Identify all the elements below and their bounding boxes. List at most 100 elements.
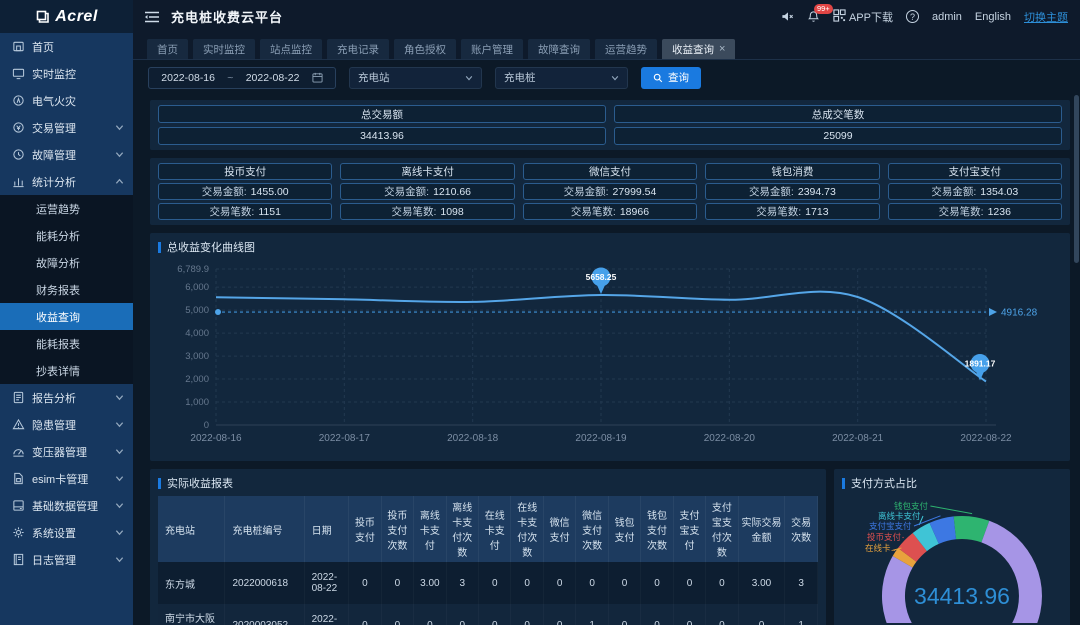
tab-label: 角色授权 [404, 43, 446, 56]
sidebar-item-统计分析[interactable]: 统计分析 [0, 168, 133, 195]
sim-icon [12, 472, 25, 485]
svg-text:2022-08-22: 2022-08-22 [960, 433, 1012, 444]
table-header-row: 充电站 充电桩编号 日期 投币支付 投币支付次数 离线卡支付 离线卡支付次数 在线卡支付 在线卡… [158, 496, 818, 562]
tab-label: 收益查询 [672, 43, 714, 56]
help-icon[interactable]: ? [905, 10, 919, 23]
sidebar-nav: 首页 实时监控电气火灾交易管理故障管理统计分析运营趋势能耗分析故障分析财务报表收益… [0, 33, 133, 573]
tab-label: 首页 [157, 43, 178, 56]
donut-slice-投币支付 [898, 533, 927, 562]
sidebar-item-电气火灾[interactable]: 电气火灾 [0, 87, 133, 114]
sidebar-item-系统设置[interactable]: 系统设置 [0, 519, 133, 546]
date-range-picker[interactable]: 2022-08-16 ~ 2022-08-22 [148, 66, 336, 89]
sidebar-subitem-能耗报表[interactable]: 能耗报表 [36, 338, 80, 351]
sidebar-item-交易管理[interactable]: 交易管理 [0, 114, 133, 141]
home-icon [12, 40, 25, 53]
revenue-line-chart: 0 1,000 2,000 3,000 4,000 5,000 6,000 6,789.9 20… [177, 264, 1037, 444]
sidebar-subitem-运营趋势[interactable]: 运营趋势 [36, 203, 80, 216]
sidebar-subitem-抄表详情[interactable]: 抄表详情 [36, 365, 80, 378]
sidebar: Acrel 首页 实时监控 电气火灾 交易管理 故障管理 统计分析 运营趋势 能耗分析 故障分析… [0, 0, 133, 625]
donut-slice-在线卡支付 [892, 548, 917, 568]
bottom-row: 实际收益报表 充电站 充电桩编号 日期 投币支付 投币支付次数 离线卡支付 离线卡支付次数在… [150, 469, 1070, 625]
notification-bell-icon[interactable]: 99+ [807, 4, 833, 23]
donut-label-在线卡支付: 在线卡… [865, 543, 899, 553]
payment-amount: 交易金额: 1354.03 [887, 183, 1062, 200]
tab-label: 故障查询 [538, 43, 580, 56]
donut-slice-支付宝支付 [929, 516, 956, 544]
sidebar-item-label: 隐患管理 [32, 419, 76, 432]
payment-amount: 交易金额: 1455.00 [158, 183, 333, 200]
tab-首页[interactable]: 首页 [147, 39, 188, 59]
sidebar-item-首页[interactable]: 首页 [0, 33, 133, 60]
stats-icon [12, 175, 25, 188]
table-cell: 0 [673, 562, 705, 604]
app-download-label: APP下载 [848, 11, 893, 24]
tab-故障查询[interactable]: 故障查询 [528, 39, 590, 59]
language-switch[interactable]: English [974, 10, 1011, 23]
close-icon[interactable]: × [719, 43, 726, 55]
sidebar-item-esim卡管理[interactable]: esim卡管理 [0, 465, 133, 492]
tab-站点监控[interactable]: 站点监控 [260, 39, 322, 59]
pie-panel: 支付方式占比 钱包支付 离线卡支付 支付宝支付 投币支付 在线卡… 34413.96 [834, 469, 1070, 625]
summary-card: 总交易额 34413.96 [158, 105, 606, 145]
username[interactable]: admin [931, 10, 962, 23]
sidebar-subitem-故障分析[interactable]: 故障分析 [36, 257, 80, 270]
report-table-panel: 实际收益报表 充电站 充电桩编号 日期 投币支付 投币支付次数 离线卡支付 离线卡支付次数在… [150, 469, 826, 625]
search-icon [653, 73, 663, 82]
summary-panel: 总交易额 34413.96 总成交笔数 25099 [150, 100, 1070, 150]
table-cell: 2022-08-22 [304, 604, 349, 625]
sidebar-subitem-能耗分析[interactable]: 能耗分析 [36, 230, 80, 243]
tab-账户管理[interactable]: 账户管理 [461, 39, 523, 59]
tab-充电记录[interactable]: 充电记录 [327, 39, 389, 59]
sidebar-item-基础数据管理[interactable]: 基础数据管理 [0, 492, 133, 519]
donut-slice-离线卡支付 [912, 522, 939, 552]
table-cell: 0 [414, 604, 446, 625]
mute-icon[interactable] [781, 10, 794, 23]
column-header: 离线卡支付次数 [446, 496, 480, 562]
menu-collapse-icon[interactable] [145, 11, 159, 23]
svg-text:2022-08-20: 2022-08-20 [704, 433, 756, 444]
column-header: 在线卡支付 [478, 496, 512, 562]
table-cell: 3 [785, 562, 818, 604]
sidebar-item-故障管理[interactable]: 故障管理 [0, 141, 133, 168]
tab-运营趋势[interactable]: 运营趋势 [595, 39, 657, 59]
sidebar-item-label: 故障管理 [32, 149, 76, 162]
page-title: 充电桩收费云平台 [171, 10, 284, 25]
chevron-down-icon [115, 447, 124, 456]
tab-收益查询[interactable]: 收益查询 × [662, 39, 736, 59]
sidebar-item-日志管理[interactable]: 日志管理 [0, 546, 133, 573]
sidebar-item-变压器管理[interactable]: 变压器管理 [0, 438, 133, 465]
app-download-link[interactable]: APP下载 [833, 8, 893, 25]
database-icon [12, 499, 25, 512]
station-select[interactable]: 充电站 [349, 66, 482, 89]
line-chart-panel: 总收益变化曲线图 0 1,000 2,000 3,000 4,000 5,000 6,000… [150, 233, 1070, 461]
column-header: 支付宝支付 [673, 496, 707, 562]
notification-badge: 99+ [813, 4, 833, 14]
payment-card-钱包消费: 钱包消费 交易金额: 2394.73 交易笔数: 1713 [705, 163, 880, 220]
sidebar-item-报告分析[interactable]: 报告分析 [0, 384, 133, 411]
settings-icon [12, 526, 25, 539]
svg-text:2022-08-21: 2022-08-21 [832, 433, 884, 444]
sidebar-item-label: 系统设置 [32, 527, 76, 540]
sidebar-item-隐患管理[interactable]: 隐患管理 [0, 411, 133, 438]
pile-select[interactable]: 充电桩 [495, 66, 628, 89]
sidebar-item-label: 电气火灾 [32, 95, 76, 108]
tab-角色授权[interactable]: 角色授权 [394, 39, 456, 59]
column-header: 在线卡支付次数 [510, 496, 544, 562]
svg-text:2022-08-16: 2022-08-16 [190, 433, 242, 444]
date-start: 2022-08-16 [161, 71, 215, 84]
theme-switch-link[interactable]: 切换主题 [1024, 11, 1068, 24]
sidebar-item-label: esim卡管理 [32, 473, 89, 486]
tab-实时监控[interactable]: 实时监控 [193, 39, 255, 59]
table-cell: 1 [785, 604, 818, 625]
payment-card-title: 支付宝支付 [887, 163, 1062, 180]
sidebar-subitem-收益查询[interactable]: 收益查询 [0, 303, 133, 330]
table-cell: 0 [381, 604, 413, 625]
search-button[interactable]: 查询 [641, 66, 701, 89]
donut-label-支付宝支付: 支付宝支付 [869, 521, 912, 531]
scrollbar-thumb[interactable] [1074, 95, 1079, 263]
report-table-title: 实际收益报表 [158, 475, 818, 491]
table-row: 东方城 2022000618 2022-08-22 0 0 3.00 3 0 0 0 0 0 0 0 0 3.… [158, 562, 818, 604]
sidebar-item-实时监控[interactable]: 实时监控 [0, 60, 133, 87]
sidebar-subitem-财务报表[interactable]: 财务报表 [36, 284, 80, 297]
